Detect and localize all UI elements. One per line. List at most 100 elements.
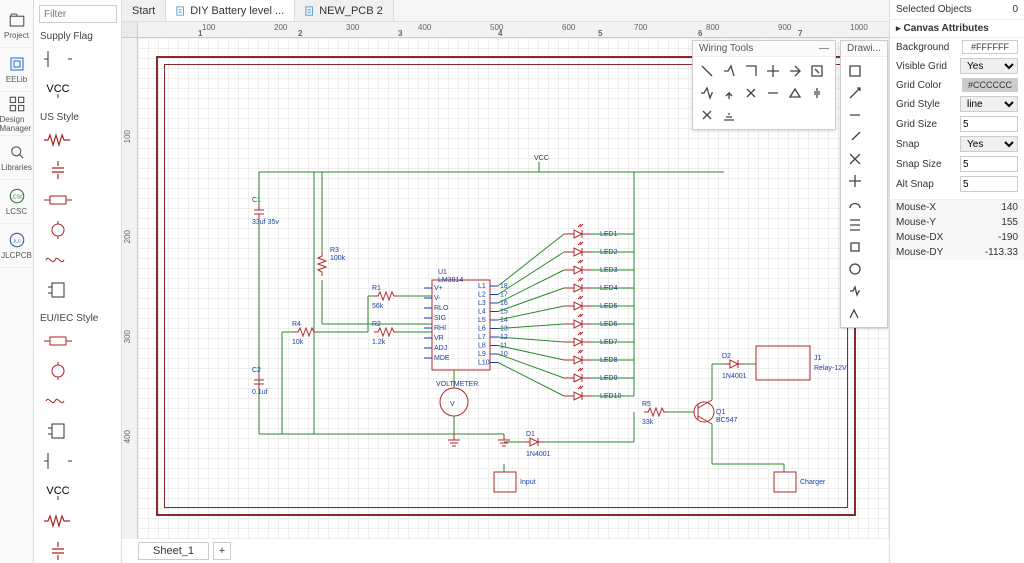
svg-text:56k: 56k	[372, 303, 384, 310]
prop-select[interactable]: line	[960, 96, 1018, 112]
wiring-tool-12[interactable]	[697, 105, 717, 125]
svg-text:C1: C1	[252, 197, 261, 204]
drawing-tool-11[interactable]	[845, 303, 865, 323]
svg-text:MDE: MDE	[434, 355, 450, 362]
mouse-value: -190	[998, 232, 1018, 243]
svg-text:ADJ: ADJ	[434, 345, 447, 352]
lib-component[interactable]	[39, 357, 77, 385]
drawing-tools-title: Drawi...	[847, 43, 881, 54]
svg-text:10k: 10k	[292, 339, 304, 346]
lcsc-icon: LCSC	[8, 187, 26, 205]
lib-component[interactable]	[39, 507, 77, 535]
drawing-tool-10[interactable]	[845, 281, 865, 301]
wiring-tool-10[interactable]	[785, 83, 805, 103]
drawing-tool-8[interactable]	[845, 237, 865, 257]
drawing-tool-5[interactable]	[845, 171, 865, 191]
svg-text:0.1uf: 0.1uf	[252, 389, 268, 396]
wiring-tool-7[interactable]	[719, 83, 739, 103]
sheet-tab[interactable]: Sheet_1	[138, 542, 209, 560]
prop-label: Alt Snap	[896, 179, 934, 190]
wiring-tool-3[interactable]	[763, 61, 783, 81]
drawing-tool-4[interactable]	[845, 149, 865, 169]
wiring-tool-2[interactable]	[741, 61, 761, 81]
prop-label: Grid Size	[896, 119, 937, 130]
wiring-tool-8[interactable]	[741, 83, 761, 103]
prop-input[interactable]	[960, 156, 1018, 172]
prop-select[interactable]: Yes	[960, 136, 1018, 152]
svg-text:R3: R3	[330, 247, 339, 254]
svg-text:V+: V+	[434, 285, 443, 292]
lib-component[interactable]	[39, 246, 77, 274]
wiring-tool-0[interactable]	[697, 61, 717, 81]
rail-label: EELib	[6, 75, 27, 84]
drawing-tool-7[interactable]	[845, 215, 865, 235]
lib-component[interactable]	[39, 276, 77, 304]
svg-text:R1: R1	[372, 285, 381, 292]
wiring-tool-1[interactable]	[719, 61, 739, 81]
svg-text:L9: L9	[478, 351, 486, 358]
tab-label: Start	[132, 5, 155, 17]
prop-input[interactable]	[960, 176, 1018, 192]
mouse-label: Mouse-Y	[896, 217, 936, 228]
prop-input[interactable]	[960, 116, 1018, 132]
rail-eelib[interactable]: EELib	[0, 48, 34, 92]
lib-component[interactable]	[39, 186, 77, 214]
prop-label: Background	[896, 42, 949, 53]
wiring-tool-4[interactable]	[785, 61, 805, 81]
wiring-tool-13[interactable]	[719, 105, 739, 125]
document-tab[interactable]: Start	[122, 0, 166, 21]
svg-text:R2: R2	[372, 321, 381, 328]
lib-component[interactable]	[39, 126, 77, 154]
svg-text:VCC: VCC	[46, 485, 69, 497]
lib-component[interactable]	[39, 387, 77, 415]
lib-component[interactable]	[39, 327, 77, 355]
wiring-tool-9[interactable]	[763, 83, 783, 103]
add-sheet-button[interactable]: +	[213, 542, 231, 560]
lib-component[interactable]	[39, 156, 77, 184]
document-tab[interactable]: NEW_PCB 2	[295, 0, 394, 21]
lib-component[interactable]	[39, 417, 77, 445]
project-icon	[8, 11, 26, 29]
lib-component[interactable]	[39, 537, 77, 563]
svg-text:R5: R5	[642, 401, 651, 408]
schematic-drawing[interactable]: VCCC133uf 35vR3100kR410kR156kR21.2kC20.1…	[164, 64, 848, 508]
document-icon	[305, 6, 315, 16]
wiring-tool-5[interactable]	[807, 61, 827, 81]
lib-component[interactable]	[39, 447, 77, 475]
filter-input[interactable]	[39, 5, 117, 23]
drawing-tool-2[interactable]	[845, 105, 865, 125]
wiring-tools-palette[interactable]: Wiring Tools—	[692, 40, 836, 130]
rail-design[interactable]: Design Manager	[0, 92, 34, 136]
svg-text:RLO: RLO	[434, 305, 449, 312]
prop-select[interactable]: Yes	[960, 58, 1018, 74]
minimize-icon[interactable]: —	[819, 43, 829, 54]
wiring-tool-6[interactable]	[697, 83, 717, 103]
prop-swatch[interactable]: #FFFFFF	[962, 40, 1018, 54]
ruler-corner	[122, 22, 138, 38]
libraries-icon	[8, 143, 26, 161]
prop-swatch[interactable]: #CCCCCC	[962, 78, 1018, 92]
document-tab[interactable]: DIY Battery level ...	[166, 0, 295, 21]
ruler-horizontal: 10020030040050060070080090010001234567	[138, 22, 889, 38]
rail-lcsc[interactable]: LCSCLCSC	[0, 180, 34, 224]
rail-project[interactable]: Project	[0, 4, 34, 48]
drawing-tool-6[interactable]	[845, 193, 865, 213]
drawing-tool-9[interactable]	[845, 259, 865, 279]
lib-component[interactable]	[39, 216, 77, 244]
canvas-attributes-header[interactable]: Canvas Attributes	[890, 20, 1024, 38]
svg-text:RHI: RHI	[434, 325, 446, 332]
drawing-tools-palette[interactable]: Drawi...	[840, 40, 888, 328]
svg-text:Relay-12VDC: Relay-12VDC	[814, 365, 848, 372]
rail-label: Design Manager	[0, 115, 34, 133]
drawing-tool-1[interactable]	[845, 83, 865, 103]
svg-text:C2: C2	[252, 367, 261, 374]
rail-jlcpcb[interactable]: JLCJLCPCB	[0, 224, 34, 268]
rail-libraries[interactable]: Libraries	[0, 136, 34, 180]
lib-component[interactable]: VCC	[39, 75, 77, 103]
lib-component[interactable]	[39, 45, 77, 73]
drawing-tool-3[interactable]	[845, 127, 865, 147]
drawing-tool-0[interactable]	[845, 61, 865, 81]
lib-component[interactable]: VCC	[39, 477, 77, 505]
svg-text:LCSC: LCSC	[9, 194, 23, 200]
wiring-tool-11[interactable]	[807, 83, 827, 103]
